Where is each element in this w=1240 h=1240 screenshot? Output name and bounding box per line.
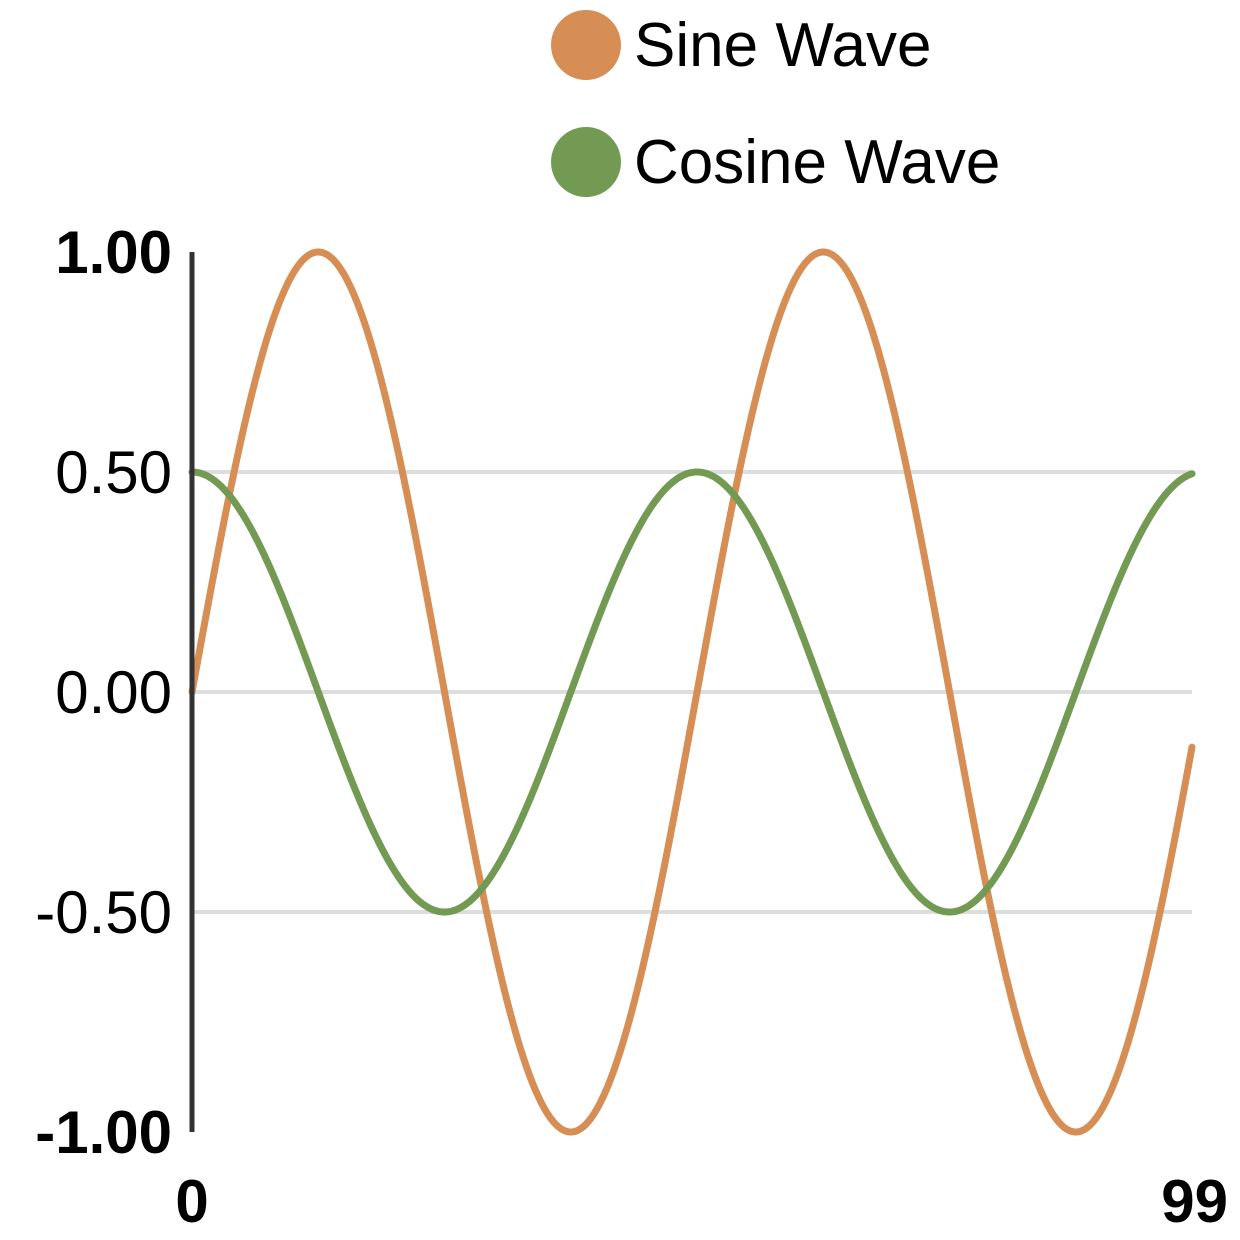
x-tick-label: 0 [175,1168,208,1235]
legend-item-cosine[interactable]: Cosine Wave [551,127,1000,197]
y-tick-label: -1.00 [35,1099,172,1166]
legend-marker-cosine [551,127,621,197]
legend-label-sine: Sine Wave [634,11,932,80]
y-tick-label: 0.00 [55,659,172,726]
y-axis-tick-labels: 1.00 0.50 0.00 -0.50 -1.00 [35,219,172,1166]
series-line-cosine [188,468,1196,916]
legend-label-cosine: Cosine Wave [634,128,1000,197]
x-axis-tick-labels: 0 99 [175,1168,1228,1235]
legend-item-sine[interactable]: Sine Wave [551,10,932,80]
y-tick-label: 1.00 [55,219,172,286]
gridlines [192,470,1192,914]
legend: Sine Wave Cosine Wave [551,10,1000,197]
y-tick-label: 0.50 [55,439,172,506]
series-line-sine [188,248,1196,1136]
legend-marker-sine [551,10,621,80]
y-tick-label: -0.50 [35,879,172,946]
series-lines [188,248,1196,1136]
x-tick-label: 99 [1161,1168,1228,1235]
